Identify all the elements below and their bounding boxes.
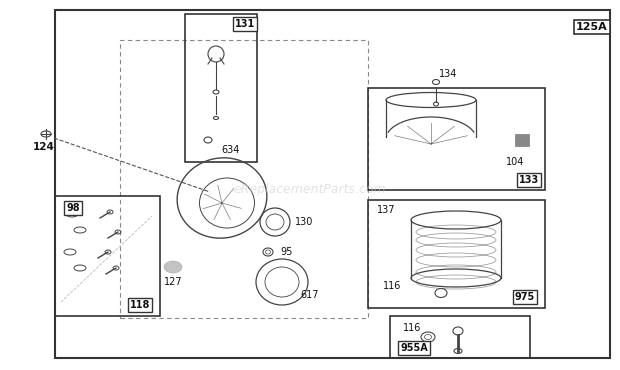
Text: 95: 95	[280, 247, 293, 257]
Text: 137: 137	[377, 205, 396, 215]
Bar	[368, 88, 545, 190]
Text: eReplacementParts.com: eReplacementParts.com	[234, 184, 386, 196]
Text: 133: 133	[519, 175, 539, 185]
Text: 124: 124	[33, 142, 55, 152]
Text: 134: 134	[439, 69, 457, 79]
Bar	[390, 316, 530, 358]
Text: 98: 98	[66, 203, 80, 213]
Bar	[515, 134, 529, 146]
Text: 634: 634	[222, 145, 240, 155]
Text: 116: 116	[403, 323, 421, 333]
Bar	[185, 14, 257, 162]
Text: 955A: 955A	[400, 343, 428, 353]
Ellipse shape	[164, 261, 182, 273]
Text: 125A: 125A	[576, 22, 608, 32]
Bar	[368, 200, 545, 308]
Text: 116: 116	[383, 281, 401, 291]
Text: 130: 130	[295, 217, 313, 227]
Bar	[55, 196, 160, 316]
Text: 127: 127	[164, 277, 182, 287]
Text: 975: 975	[515, 292, 535, 302]
Text: 131: 131	[235, 19, 255, 29]
Bar	[55, 10, 610, 358]
Text: 104: 104	[506, 157, 524, 167]
Text: 617: 617	[300, 290, 319, 300]
Bar	[120, 40, 368, 318]
Text: 118: 118	[130, 300, 150, 310]
